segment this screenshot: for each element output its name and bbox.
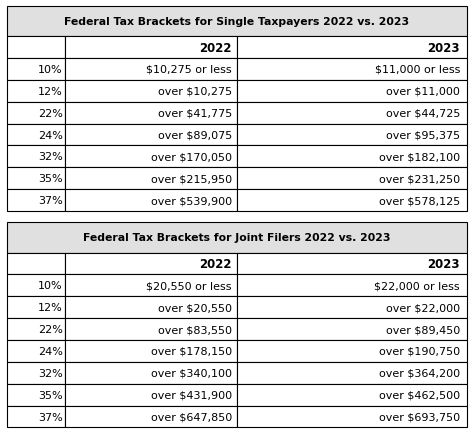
Bar [64,253,237,275]
Bar [64,102,237,124]
Text: 32%: 32% [38,152,63,162]
Bar [237,102,467,124]
Bar [237,37,467,59]
Bar [237,190,467,211]
Bar [7,37,64,59]
Bar [7,406,64,427]
Text: over $431,900: over $431,900 [151,390,232,400]
Text: 10%: 10% [38,65,63,75]
Bar [64,362,237,384]
Bar [237,275,467,296]
Bar [237,340,467,362]
Bar [7,146,64,168]
Text: over $190,750: over $190,750 [379,346,460,356]
Text: over $11,000: over $11,000 [386,87,460,97]
Text: over $340,100: over $340,100 [151,368,232,378]
Text: over $22,000: over $22,000 [386,302,460,312]
Text: over $44,725: over $44,725 [386,108,460,118]
Text: over $41,775: over $41,775 [157,108,232,118]
Text: over $20,550: over $20,550 [158,302,232,312]
Text: 2022: 2022 [200,42,232,54]
Text: over $182,100: over $182,100 [379,152,460,162]
Bar [64,124,237,146]
Bar [64,319,237,340]
Text: over $89,450: over $89,450 [386,324,460,334]
Text: over $83,550: over $83,550 [158,324,232,334]
Bar [7,253,64,275]
Text: $11,000 or less: $11,000 or less [374,65,460,75]
Text: 2023: 2023 [428,42,460,54]
Text: over $89,075: over $89,075 [157,130,232,140]
Bar [7,340,64,362]
Text: over $178,150: over $178,150 [151,346,232,356]
Bar [7,384,64,406]
Bar [64,406,237,427]
Text: over $462,500: over $462,500 [379,390,460,400]
Text: $22,000 or less: $22,000 or less [374,281,460,291]
Bar [7,319,64,340]
Bar [237,253,467,275]
Bar [237,406,467,427]
Text: over $364,200: over $364,200 [379,368,460,378]
Bar [237,384,467,406]
Text: over $215,950: over $215,950 [151,174,232,184]
Text: $10,275 or less: $10,275 or less [146,65,232,75]
Text: 32%: 32% [38,368,63,378]
Text: 24%: 24% [38,130,63,140]
Bar [7,168,64,190]
Text: over $578,125: over $578,125 [379,196,460,206]
Text: 12%: 12% [38,87,63,97]
Text: 2022: 2022 [200,257,232,270]
Bar [7,81,64,102]
Bar [7,362,64,384]
Text: 10%: 10% [38,281,63,291]
Bar [64,59,237,81]
Bar [7,124,64,146]
Bar [237,319,467,340]
Bar [7,222,467,253]
Bar [237,59,467,81]
Text: 35%: 35% [38,174,63,184]
Text: 22%: 22% [38,324,63,334]
Text: 24%: 24% [38,346,63,356]
Bar [64,81,237,102]
Bar [7,190,64,211]
Bar [7,296,64,319]
Text: Federal Tax Brackets for Single Taxpayers 2022 vs. 2023: Federal Tax Brackets for Single Taxpayer… [64,17,410,27]
Bar [237,168,467,190]
Bar [237,362,467,384]
Bar [7,59,64,81]
Text: 37%: 37% [38,196,63,206]
Text: 12%: 12% [38,302,63,312]
Text: over $170,050: over $170,050 [151,152,232,162]
Bar [237,296,467,319]
Text: over $693,750: over $693,750 [379,411,460,421]
Bar [7,102,64,124]
Bar [64,296,237,319]
Text: over $10,275: over $10,275 [158,87,232,97]
Bar [64,146,237,168]
Bar [7,7,467,37]
Bar [7,275,64,296]
Text: 22%: 22% [38,108,63,118]
Bar [64,190,237,211]
Bar [64,168,237,190]
Text: 37%: 37% [38,411,63,421]
Bar [64,340,237,362]
Text: 35%: 35% [38,390,63,400]
Text: over $647,850: over $647,850 [151,411,232,421]
Text: 2023: 2023 [428,257,460,270]
Text: over $95,375: over $95,375 [386,130,460,140]
Text: $20,550 or less: $20,550 or less [146,281,232,291]
Bar [237,81,467,102]
Bar [64,37,237,59]
Bar [237,146,467,168]
Text: over $539,900: over $539,900 [151,196,232,206]
Bar [64,275,237,296]
Bar [64,384,237,406]
Text: over $231,250: over $231,250 [379,174,460,184]
Text: Federal Tax Brackets for Joint Filers 2022 vs. 2023: Federal Tax Brackets for Joint Filers 20… [83,233,391,243]
Bar [237,124,467,146]
